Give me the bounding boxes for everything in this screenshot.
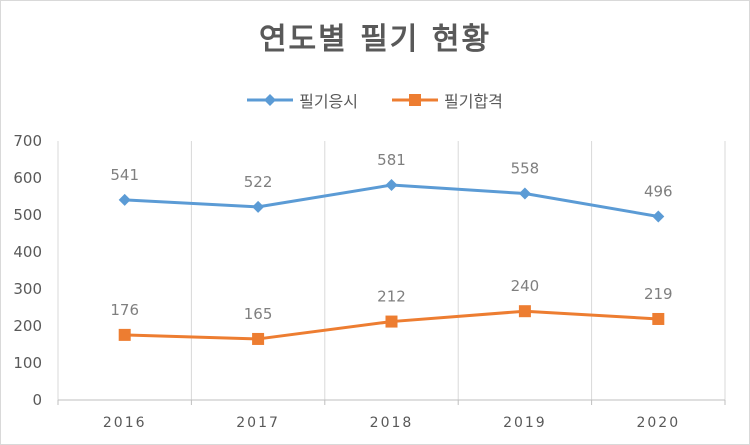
data-point-square (118, 328, 131, 341)
data-point-diamond (652, 210, 665, 223)
x-tick-label: 2018 (370, 415, 414, 431)
data-label: 240 (511, 277, 540, 295)
x-tick-label: 2019 (503, 415, 547, 431)
legend-label-series-0: 필기응시 (299, 92, 358, 111)
data-label: 219 (644, 285, 673, 303)
x-tick-label: 2016 (103, 415, 147, 431)
y-tick-label: 300 (13, 280, 42, 298)
legend: 필기응시 필기합격 (0, 88, 750, 112)
data-point-square (252, 332, 265, 345)
data-label: 212 (377, 288, 406, 306)
y-tick-label: 400 (13, 243, 42, 261)
y-tick-label: 700 (13, 132, 42, 150)
chart-title: 연도별 필기 현황 (258, 22, 492, 57)
data-point-square (385, 315, 398, 328)
data-label: 581 (377, 151, 406, 169)
x-tick-label: 2017 (236, 415, 280, 431)
data-label: 176 (110, 301, 139, 319)
data-label: 541 (110, 166, 139, 184)
data-point-diamond (518, 187, 531, 200)
data-point-diamond (118, 193, 131, 206)
data-label: 558 (511, 160, 540, 178)
data-label: 522 (244, 173, 273, 191)
y-tick-label: 200 (13, 317, 42, 335)
y-tick-label: 0 (32, 391, 42, 409)
legend-marker-diamond-icon (247, 94, 294, 106)
x-tick-label: 2020 (636, 415, 680, 431)
y-tick-label: 100 (13, 354, 42, 372)
data-point-square (518, 305, 531, 318)
data-point-diamond (252, 200, 265, 213)
data-label: 496 (644, 182, 673, 200)
legend-marker-square-icon (392, 94, 438, 106)
legend-item-series-0: 필기응시 (247, 88, 358, 112)
y-tick-label: 600 (13, 169, 42, 187)
data-point-square (652, 312, 665, 325)
data-label: 165 (244, 305, 273, 323)
data-point-diamond (385, 179, 398, 192)
legend-item-series-1: 필기합격 (392, 88, 503, 112)
legend-label-series-1: 필기합격 (444, 92, 503, 111)
y-tick-label: 500 (13, 206, 42, 224)
